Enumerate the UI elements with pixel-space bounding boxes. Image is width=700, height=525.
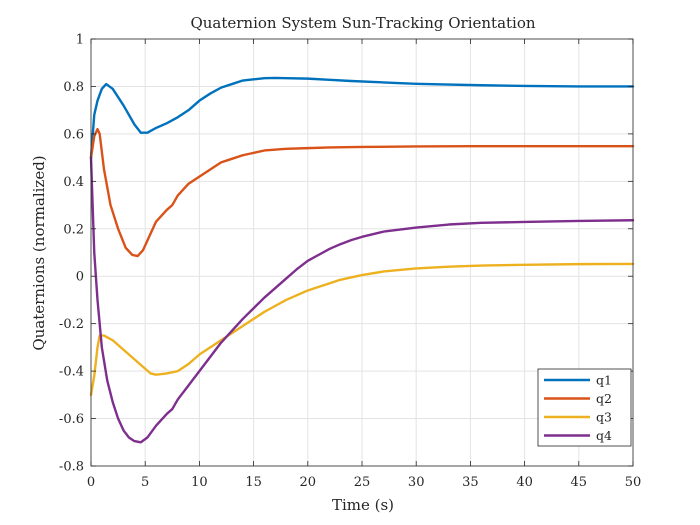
legend-box [537, 368, 632, 447]
legend-label-q4: q4 [596, 428, 612, 443]
x-axis-title: Time (s) [332, 496, 394, 514]
y-tick-label: -0.8 [59, 460, 84, 475]
series-lines [89, 76, 635, 444]
series-line-q4 [89, 156, 635, 444]
y-tick-label: -0.2 [59, 317, 84, 332]
y-axis-title: Quaternions (normalized) [30, 155, 48, 350]
x-tick-label: 50 [625, 475, 642, 490]
y-tick-label: 0.8 [63, 80, 84, 95]
x-tick-label: 25 [354, 475, 371, 490]
x-tick-label: 35 [462, 475, 479, 490]
tick-labels: 0 5 10 15 20 25 30 35 40 45 50 -0.8 -0.6 -0.4 -0.2 0 0.2… [59, 33, 641, 491]
x-tick-label: 0 [87, 475, 95, 490]
series-line-q1 [89, 76, 635, 159]
x-tick-label: 15 [245, 475, 262, 490]
series-line-q3 [89, 262, 635, 397]
y-tick-label: 1 [76, 33, 84, 48]
x-tick-label: 5 [141, 475, 149, 490]
x-tick-label: 20 [300, 475, 317, 490]
legend: q1 q2 q3 q4 [537, 368, 632, 447]
x-tick-label: 45 [571, 475, 588, 490]
legend-label-q1: q1 [596, 372, 612, 387]
x-tick-label: 10 [191, 475, 208, 490]
axes [90, 38, 634, 467]
legend-label-q2: q2 [596, 391, 612, 406]
chart-title: Quaternion System Sun-Tracking Orientati… [190, 14, 535, 32]
legend-label-q3: q3 [596, 409, 612, 424]
y-tick-label: 0.2 [63, 222, 84, 237]
series-line-q2 [89, 127, 635, 258]
x-tick-label: 30 [408, 475, 425, 490]
legend-items: q1 q2 q3 q4 [544, 372, 612, 443]
y-tick-label: -0.4 [59, 365, 84, 380]
y-tick-label: 0.4 [63, 175, 84, 190]
y-tick-label: 0.6 [63, 127, 84, 142]
y-tick-label: 0 [76, 270, 84, 285]
x-tick-label: 40 [516, 475, 533, 490]
y-tick-label: -0.6 [59, 412, 84, 427]
